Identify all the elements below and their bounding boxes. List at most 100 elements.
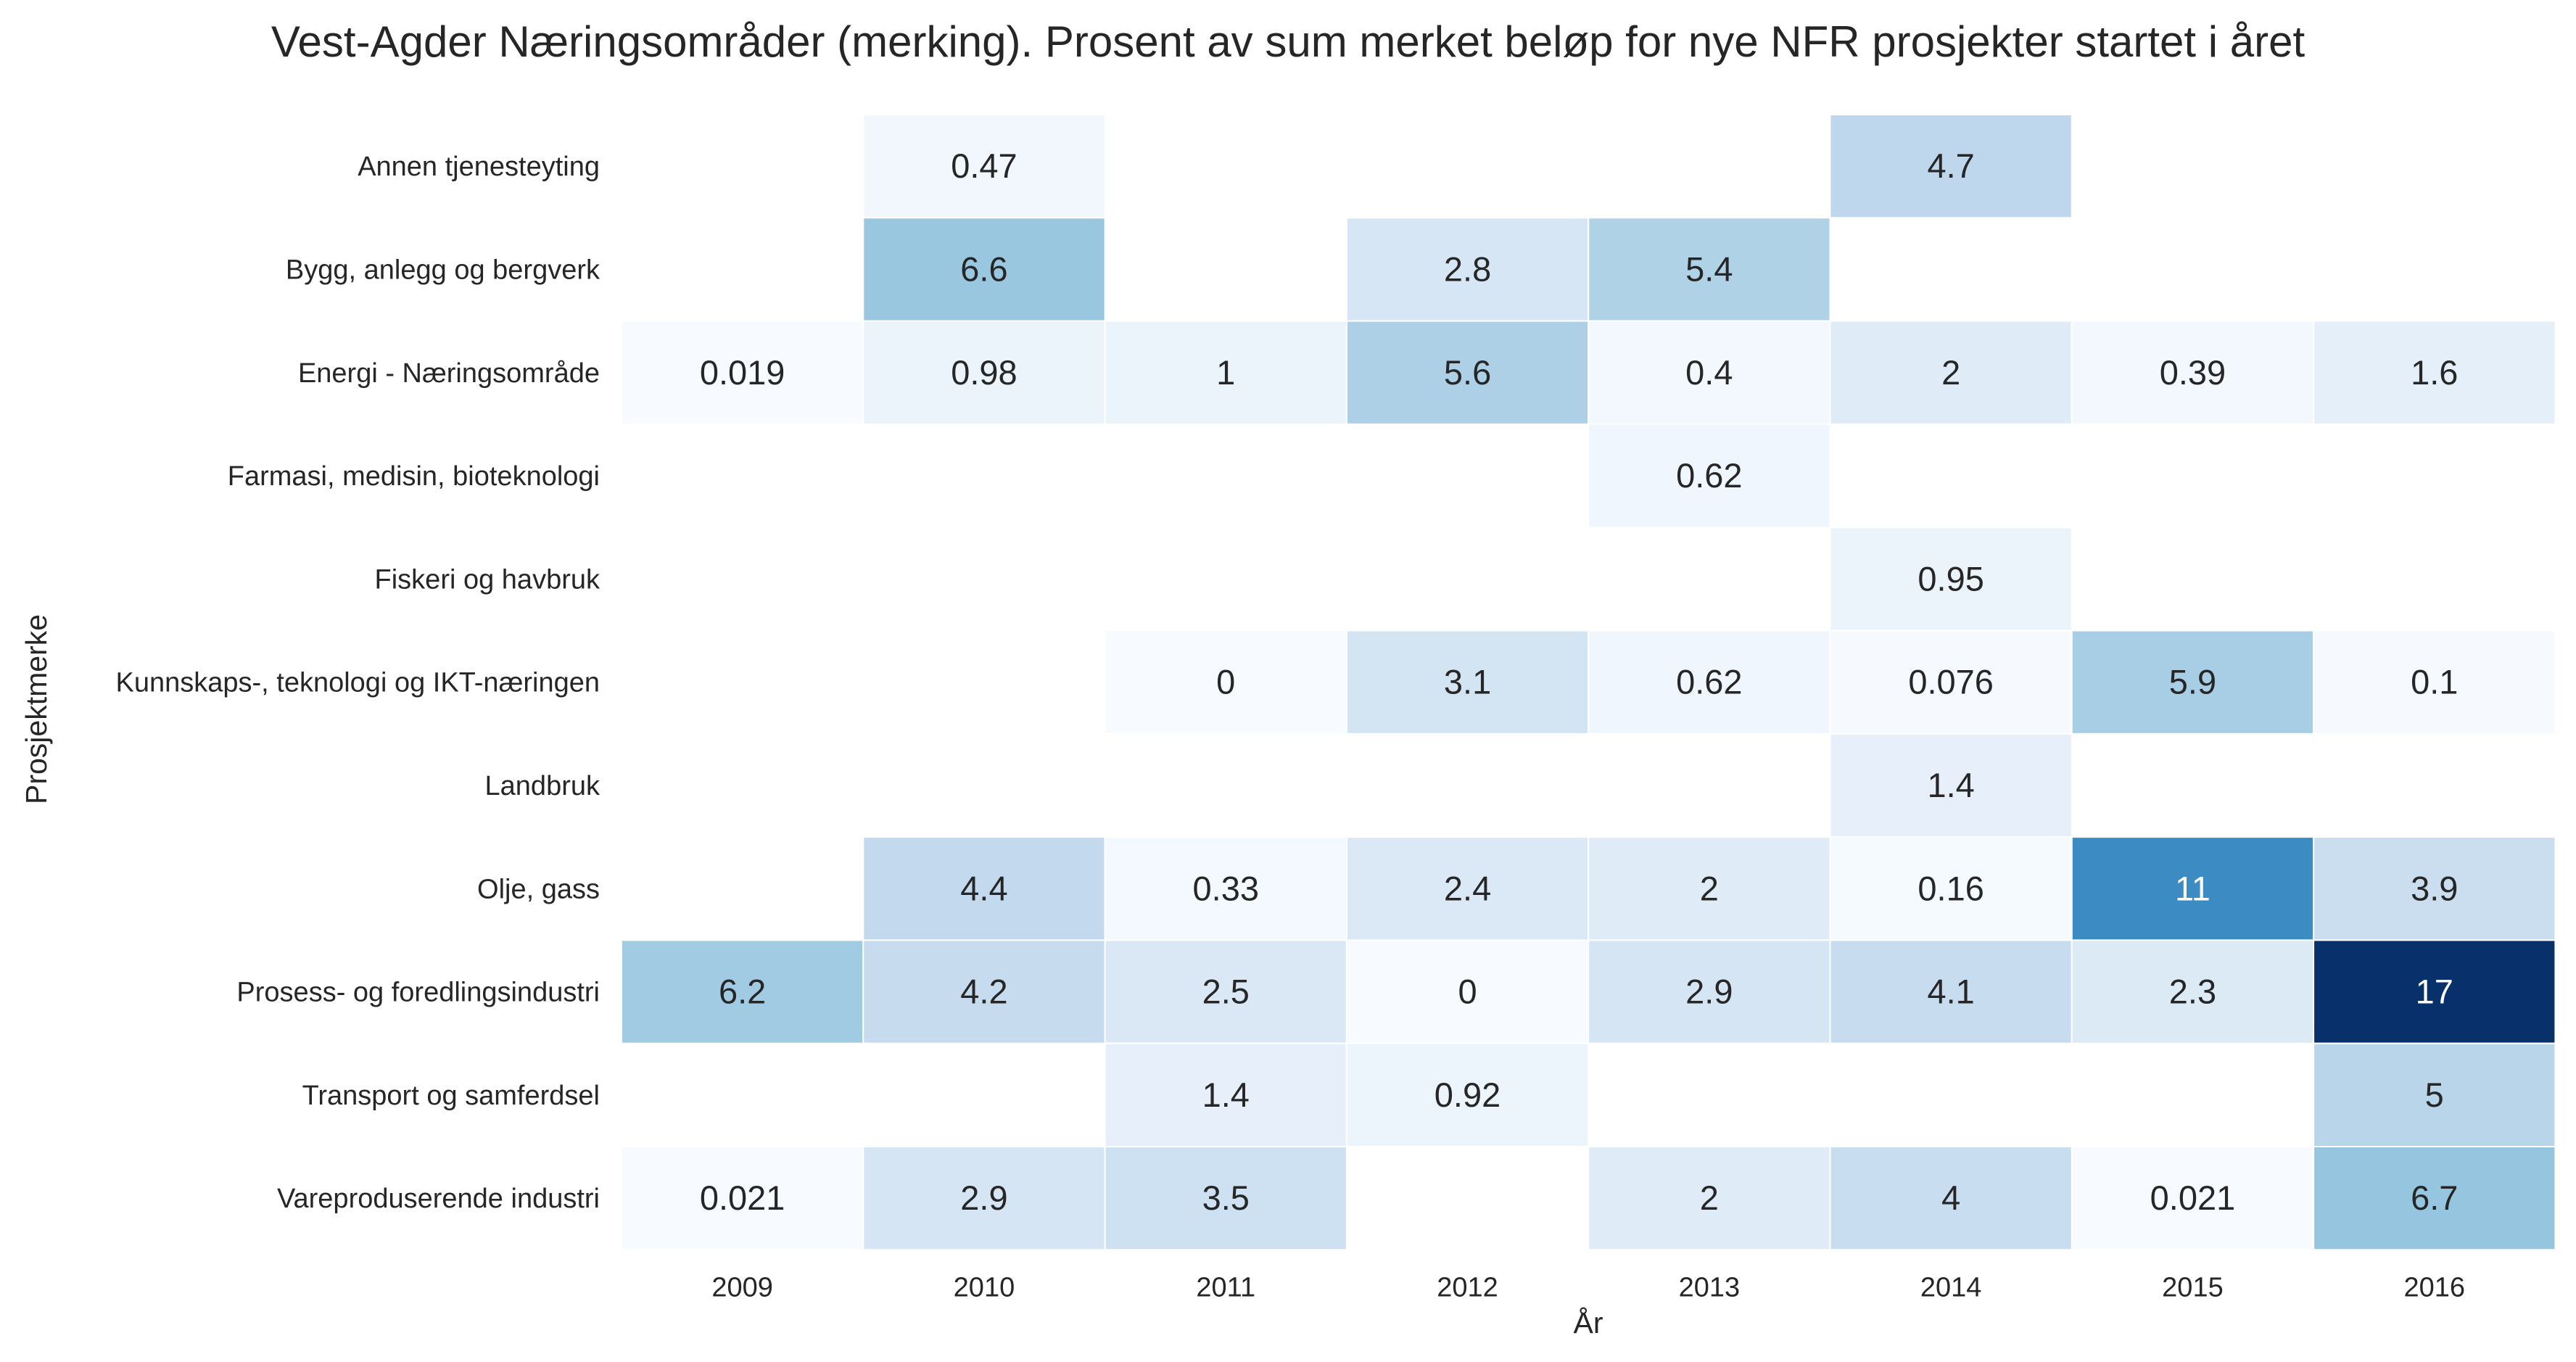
cell-value-label: 2.9 — [960, 1179, 1007, 1217]
y-tick-label: Landbruk — [485, 771, 600, 801]
cell-value-label: 0.98 — [951, 353, 1017, 392]
cell-value-label: 0.92 — [1434, 1076, 1500, 1114]
cell-value-label: 0 — [1458, 973, 1477, 1011]
heatmap-cell — [1345, 320, 1590, 425]
heatmap-cell — [1829, 114, 2073, 219]
heatmap-cell — [2313, 939, 2556, 1044]
cell-value-label: 4.7 — [1927, 146, 1974, 185]
cell-value-label: 3.9 — [2411, 869, 2458, 907]
y-tick-label: Bygg, anlegg og bergverk — [286, 255, 600, 285]
heatmap-cell — [862, 114, 1106, 219]
heatmap-cell — [1829, 527, 2073, 632]
cell-value-label: 0.39 — [2160, 353, 2226, 392]
heatmap-cell — [1829, 836, 2073, 941]
cell-value-label: 0.33 — [1193, 869, 1259, 907]
y-tick-label: Prosess- og foredlingsindustri — [236, 978, 600, 1008]
heatmap-cell — [1345, 217, 1590, 322]
cell-value-label: 3.5 — [1202, 1179, 1250, 1217]
cell-value-label: 4.4 — [960, 869, 1007, 907]
cell-value-label: 5 — [2425, 1076, 2444, 1114]
heatmap-cell — [1829, 732, 2073, 838]
heatmap-cell — [1345, 836, 1590, 941]
heatmap-cell — [862, 939, 1106, 1044]
y-tick-label: Kunnskaps-, teknologi og IKT-næringen — [115, 668, 600, 698]
heatmap-cell — [2071, 1146, 2315, 1251]
cell-value-label: 5.4 — [1685, 249, 1733, 288]
cell-value-label: 1 — [1216, 353, 1235, 392]
heatmap-cell — [2071, 836, 2315, 941]
cell-value-label: 5.9 — [2169, 663, 2216, 701]
heatmap-cell — [862, 836, 1106, 941]
x-axis-label: År — [1574, 1306, 1603, 1340]
y-axis-label: Prosjektmerke — [20, 614, 53, 804]
heatmap-cell — [1104, 1146, 1347, 1251]
heatmap-cell — [862, 217, 1106, 322]
x-tick-label: 2010 — [954, 1272, 1015, 1303]
heatmap-cell — [2313, 836, 2556, 941]
cell-value-label: 0.021 — [2150, 1179, 2236, 1217]
y-tick-label: Vareproduserende industri — [277, 1184, 600, 1214]
cell-value-label: 4.2 — [960, 973, 1007, 1011]
cell-value-label: 2.4 — [1444, 869, 1491, 907]
cell-value-label: 3.1 — [1444, 663, 1491, 701]
heatmap-cell — [1104, 630, 1347, 735]
x-axis-ticks: 2009 2010 2011 2012 2013 2014 2015 2016 — [711, 1272, 2465, 1303]
heatmap-cell — [862, 320, 1106, 425]
heatmap-cell — [2313, 630, 2556, 735]
cell-value-label: 6.7 — [2411, 1179, 2458, 1217]
y-tick-label: Transport og samferdsel — [302, 1081, 600, 1111]
heatmap-cell — [621, 1146, 864, 1251]
heatmap-cell — [1104, 1042, 1347, 1147]
cell-value-label: 17 — [2416, 973, 2453, 1011]
heatmap-cell — [1104, 320, 1347, 425]
cell-value-label: 0.4 — [1685, 353, 1733, 392]
heatmap-cell — [1588, 939, 1831, 1044]
x-tick-label: 2015 — [2162, 1272, 2224, 1303]
x-tick-label: 2014 — [1920, 1272, 1982, 1303]
cell-value-label: 2.5 — [1202, 973, 1250, 1011]
heatmap-cell — [1588, 423, 1831, 529]
y-tick-label: Olje, gass — [477, 874, 600, 904]
cell-value-label: 4 — [1941, 1179, 1960, 1217]
cell-value-label: 1.4 — [1927, 766, 1974, 804]
heatmap-cell — [1829, 1146, 2073, 1251]
x-tick-label: 2011 — [1196, 1272, 1255, 1303]
y-tick-label: Annen tjenesteyting — [358, 152, 600, 182]
cell-value-label: 11 — [2175, 869, 2210, 907]
heatmap-cell — [862, 1146, 1106, 1251]
x-tick-label: 2012 — [1437, 1272, 1498, 1303]
heatmap-cell — [1588, 320, 1831, 425]
x-tick-label: 2016 — [2403, 1272, 2465, 1303]
heatmap-cell — [621, 320, 864, 425]
cell-value-label: 2.9 — [1685, 973, 1733, 1011]
heatmap-cell — [1829, 939, 2073, 1044]
cell-value-label: 0.62 — [1676, 663, 1742, 701]
y-axis-ticks: Annen tjenesteyting Bygg, anlegg og bergv… — [115, 152, 600, 1214]
cell-value-label: 0.076 — [1908, 663, 1994, 701]
heatmap-cells: 0.47 4.7 6.6 2.8 5.4 0.019 0.98 1 5.6 0.4 2 0.39 1.6… — [621, 114, 2556, 1251]
cell-value-label: 0.62 — [1676, 456, 1742, 495]
cell-value-label: 0.021 — [700, 1179, 785, 1217]
cell-value-label: 0.1 — [2411, 663, 2458, 701]
heatmap-cell — [1588, 630, 1831, 735]
cell-value-label: 1.4 — [1202, 1076, 1250, 1114]
cell-value-label: 2 — [1941, 353, 1960, 392]
heatmap-cell — [2313, 1042, 2556, 1147]
cell-value-label: 0.47 — [951, 146, 1017, 185]
cell-value-label: 1.6 — [2411, 353, 2458, 392]
heatmap-cell — [1829, 630, 2073, 735]
x-tick-label: 2013 — [1679, 1272, 1741, 1303]
heatmap-cell — [1345, 1042, 1590, 1147]
heatmap-cell — [1588, 217, 1831, 322]
cell-value-label: 0.16 — [1917, 869, 1983, 907]
heatmap-cell — [2071, 320, 2315, 425]
cell-value-label: 6.6 — [960, 249, 1007, 288]
y-tick-label: Fiskeri og havbruk — [375, 564, 600, 595]
cell-value-label: 5.6 — [1444, 353, 1491, 392]
heatmap-cell — [2071, 630, 2315, 735]
heatmap-cell — [2313, 320, 2556, 425]
cell-value-label: 0.019 — [700, 353, 785, 392]
heatmap-cell — [1345, 630, 1590, 735]
heatmap-cell — [2313, 1146, 2556, 1251]
